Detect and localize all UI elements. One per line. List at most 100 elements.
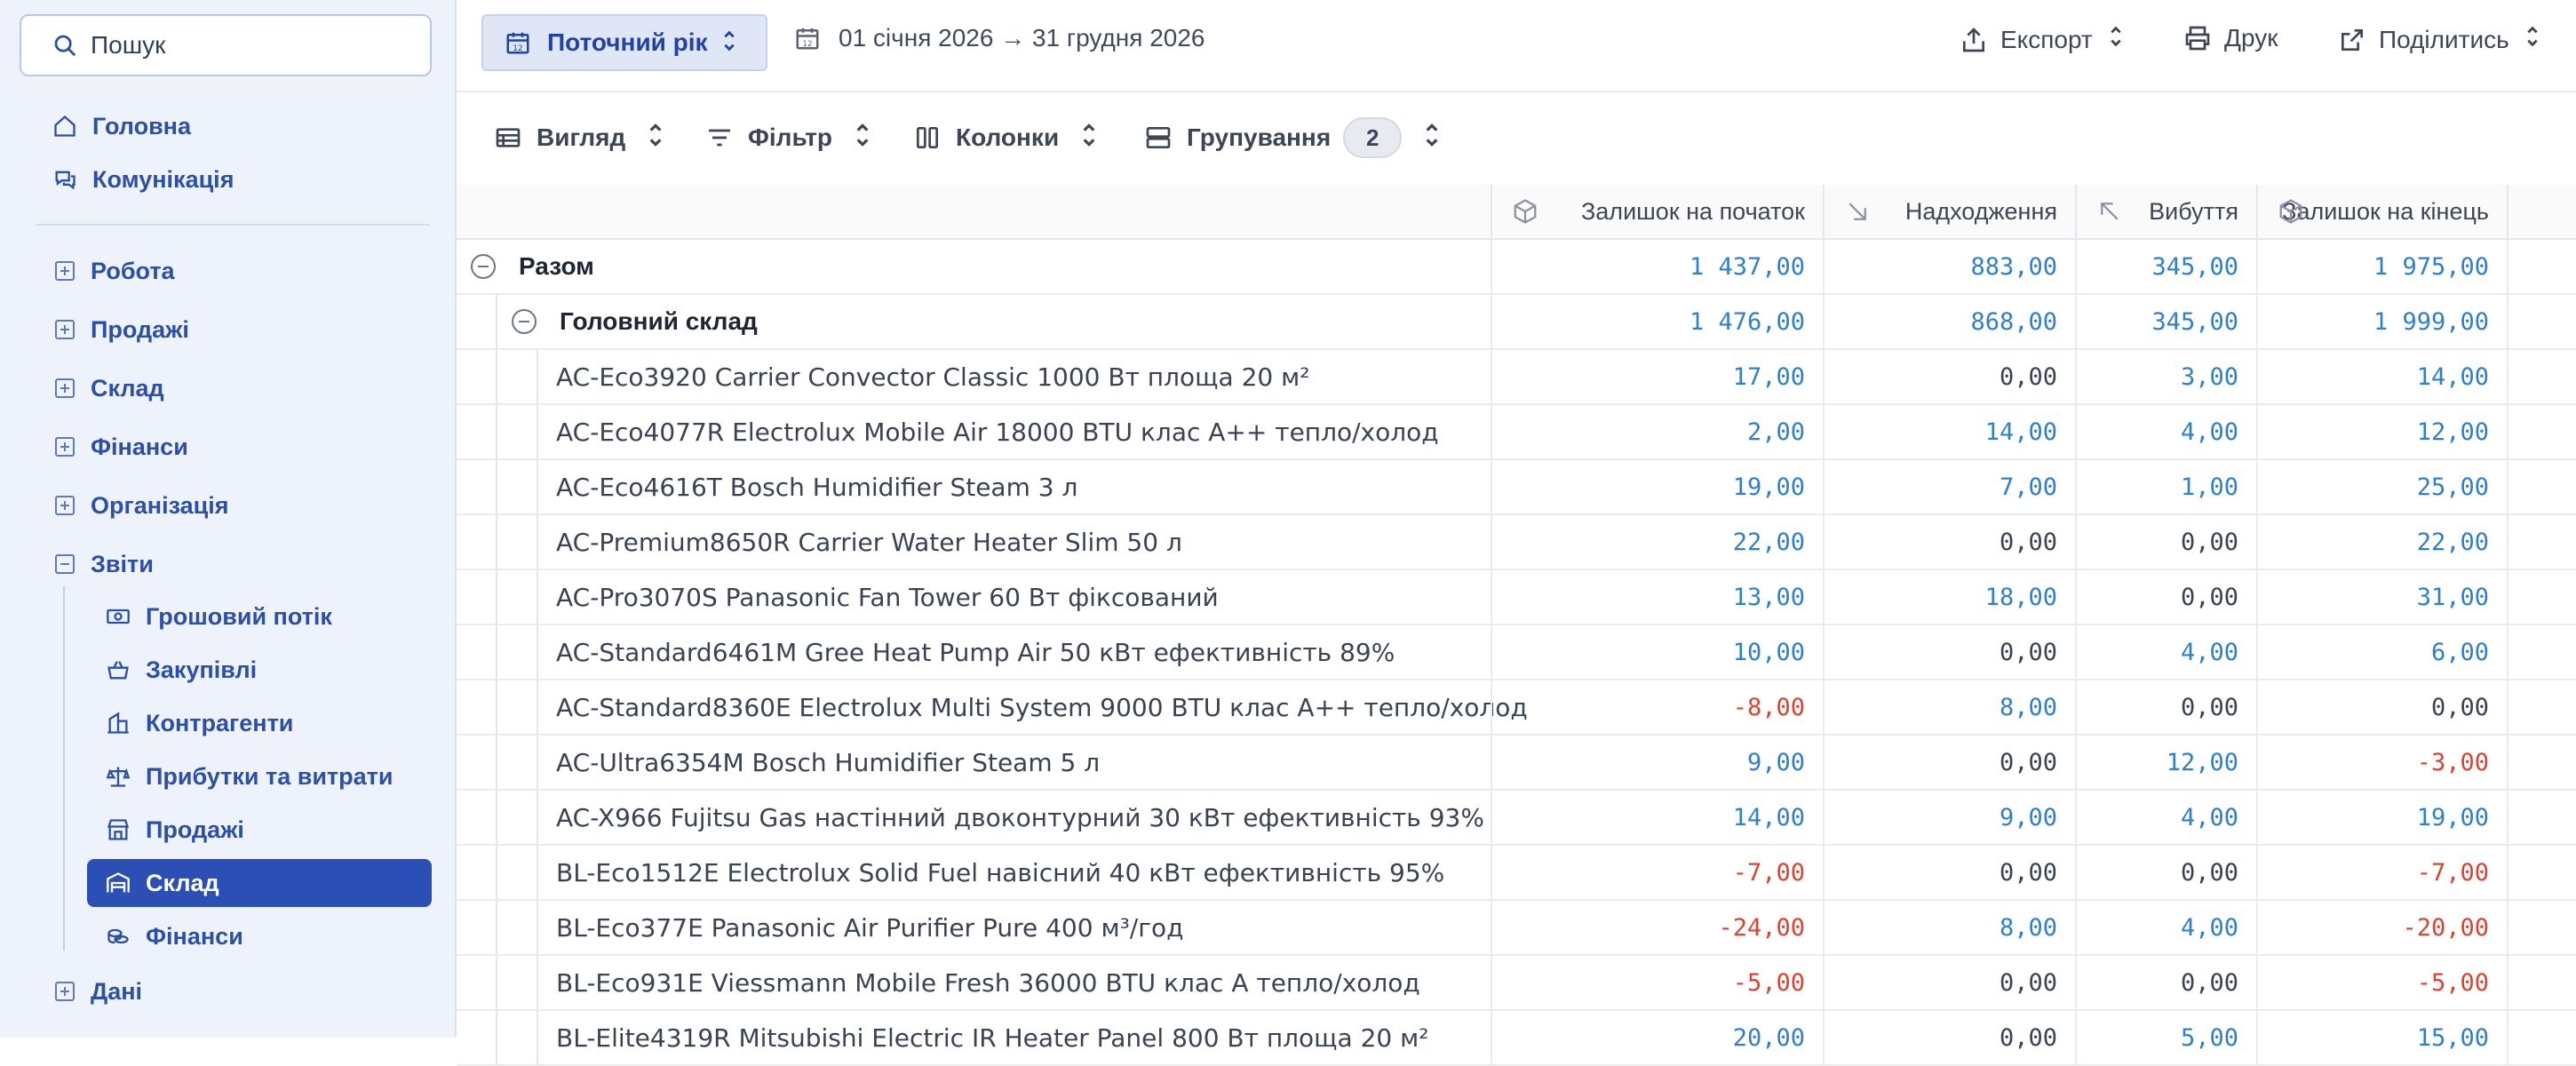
product-name: AC-Standard8360E Electrolux Multi System… <box>556 692 1528 722</box>
value-cell: 3,00 <box>2075 350 2256 403</box>
nav-section-finance[interactable]: Фінанси <box>55 426 188 468</box>
calendar-icon: 12 <box>796 28 819 50</box>
home-icon <box>54 115 76 137</box>
scales-icon <box>106 767 131 787</box>
grouping-button[interactable]: Групування 2 <box>1144 117 1460 158</box>
nav-section-warehouse[interactable]: Склад <box>55 367 164 410</box>
period-selector[interactable]: 12 Поточний рік <box>481 14 767 71</box>
value-cell-extra <box>2507 405 2576 458</box>
table-view-icon <box>496 128 521 147</box>
nav-section-reports[interactable]: Звіти <box>55 543 154 585</box>
value-cell: 883,00 <box>1823 240 2075 293</box>
indent-guide <box>496 570 497 624</box>
nav-section-organization[interactable]: Організація <box>55 484 229 527</box>
report-purchases[interactable]: Закупівлі <box>87 646 432 694</box>
chevron-updown-icon <box>2525 24 2552 55</box>
box-icon <box>1514 199 1537 224</box>
product-name: BL-Eco1512E Electrolux Solid Fuel навісн… <box>556 857 1445 887</box>
indent-guide <box>496 791 497 844</box>
product-name: AC-Eco3920 Carrier Convector Classic 100… <box>556 362 1310 392</box>
report-label: Склад <box>146 869 219 896</box>
nav-home[interactable]: Головна <box>52 105 191 147</box>
indent-guide <box>537 405 538 458</box>
value-cell: 0,00 <box>1823 625 2075 679</box>
expand-icon <box>55 320 75 339</box>
value-cell: 0,00 <box>2075 570 2256 624</box>
value-cell: 22,00 <box>2256 515 2507 569</box>
nav-section-label: Дані <box>91 977 143 1005</box>
indent-guide <box>496 625 497 679</box>
column-header-closing-balance[interactable]: Залишок на кінець <box>2256 185 2507 238</box>
search-placeholder: Пошук <box>91 31 166 59</box>
basket-icon <box>107 661 129 680</box>
table-row[interactable]: AC-Ultra6354M Bosch Humidifier Steam 5 л… <box>457 736 2576 791</box>
column-header-label: Залишок на кінець <box>2282 197 2489 225</box>
columns-icon <box>917 127 938 148</box>
value-cell: 0,00 <box>1823 956 2075 1009</box>
table-row[interactable]: AC-Standard8360E Electrolux Multi System… <box>457 680 2576 736</box>
value-cell-extra <box>2507 956 2576 1009</box>
table-row[interactable]: BL-Eco931E Viessmann Mobile Fresh 36000 … <box>457 956 2576 1011</box>
report-warehouse[interactable]: Склад <box>87 859 432 907</box>
table-row[interactable]: AC-Premium8650R Carrier Water Heater Sli… <box>457 515 2576 570</box>
value-cell: 12,00 <box>2256 405 2507 458</box>
total-row[interactable]: Разом 1 437,00 883,00 345,00 1 975,00 <box>457 240 2576 295</box>
export-button[interactable]: Експорт <box>1960 24 2135 55</box>
column-header-opening-balance[interactable]: Залишок на початок <box>1491 185 1823 238</box>
column-header-receipts[interactable]: Надходження <box>1823 185 2075 238</box>
print-button[interactable]: Друк <box>2183 24 2278 52</box>
value-cell: 13,00 <box>1491 570 1823 624</box>
table-row[interactable]: BL-Elite4319R Mitsubishi Electric IR Hea… <box>457 1011 2576 1066</box>
table-row[interactable]: AC-Pro3070S Panasonic Fan Tower 60 Вт фі… <box>457 570 2576 625</box>
report-sales[interactable]: Продажі <box>87 806 432 854</box>
value-cell: 1 999,00 <box>2256 295 2507 348</box>
filter-button[interactable]: Фільтр <box>705 117 891 158</box>
nav-section-data[interactable]: Дані <box>55 970 142 1013</box>
value-cell: 0,00 <box>1823 515 2075 569</box>
table-row[interactable]: AC-X966 Fujitsu Gas настінний двоконтурн… <box>457 791 2576 846</box>
search-icon <box>54 35 76 57</box>
value-cell: 14,00 <box>1823 405 2075 458</box>
value-cell-extra <box>2507 846 2576 899</box>
report-cash-flow[interactable]: Грошовий потік <box>87 593 432 640</box>
report-profit-loss[interactable]: Прибутки та витрати <box>87 752 432 800</box>
indent-guide <box>537 956 538 1009</box>
columns-button[interactable]: Колонки <box>913 117 1117 158</box>
table-row[interactable]: AC-Eco4616T Bosch Humidifier Steam 3 л 1… <box>457 460 2576 515</box>
collapse-icon[interactable] <box>471 254 496 279</box>
table-row[interactable]: BL-Eco377E Panasonic Air Purifier Pure 4… <box>457 901 2576 956</box>
value-cell: 345,00 <box>2075 240 2256 293</box>
group-row[interactable]: Головний склад 1 476,00 868,00 345,00 1 999… <box>457 295 2576 350</box>
period-label: Поточний рік <box>547 28 708 56</box>
product-name: AC-Standard6461M Gree Heat Pump Air 50 к… <box>556 637 1395 667</box>
export-label: Експорт <box>2000 25 2093 53</box>
nav-section-sales[interactable]: Продажі <box>55 308 189 351</box>
report-counterparties[interactable]: Контрагенти <box>87 699 432 747</box>
report-finance[interactable]: Фінанси <box>87 912 432 960</box>
value-cell: 15,00 <box>2256 1011 2507 1064</box>
value-cell: 25,00 <box>2256 460 2507 513</box>
export-icon <box>1963 27 1984 52</box>
value-cell: 7,00 <box>1823 460 2075 513</box>
table-row[interactable]: AC-Eco4077R Electrolux Mobile Air 18000 … <box>457 405 2576 460</box>
chevron-updown-icon <box>722 28 736 58</box>
nav-section-label: Робота <box>91 257 175 284</box>
value-cell: 17,00 <box>1491 350 1823 403</box>
total-label: Разом <box>519 252 594 280</box>
collapse-icon[interactable] <box>512 309 537 334</box>
column-header-disposals[interactable]: Вибуття <box>2075 185 2256 238</box>
share-button[interactable]: Поділитись <box>2338 24 2552 55</box>
view-button[interactable]: Вигляд <box>494 117 684 158</box>
nav-section-work[interactable]: Робота <box>55 250 175 292</box>
value-cell-extra <box>2507 625 2576 679</box>
grouping-icon <box>1146 127 1171 148</box>
search-input[interactable]: Пошук <box>20 14 432 76</box>
table-row[interactable]: BL-Eco1512E Electrolux Solid Fuel навісн… <box>457 846 2576 901</box>
value-cell-extra <box>2507 680 2576 734</box>
table-row[interactable]: AC-Standard6461M Gree Heat Pump Air 50 к… <box>457 625 2576 680</box>
value-cell: 4,00 <box>2075 791 2256 844</box>
nav-communication[interactable]: Комунікація <box>52 158 234 201</box>
indent-guide <box>537 350 538 403</box>
date-range[interactable]: 12 01 січня 2026 → 31 грудня 2026 <box>794 24 1205 52</box>
table-row[interactable]: AC-Eco3920 Carrier Convector Classic 100… <box>457 350 2576 405</box>
